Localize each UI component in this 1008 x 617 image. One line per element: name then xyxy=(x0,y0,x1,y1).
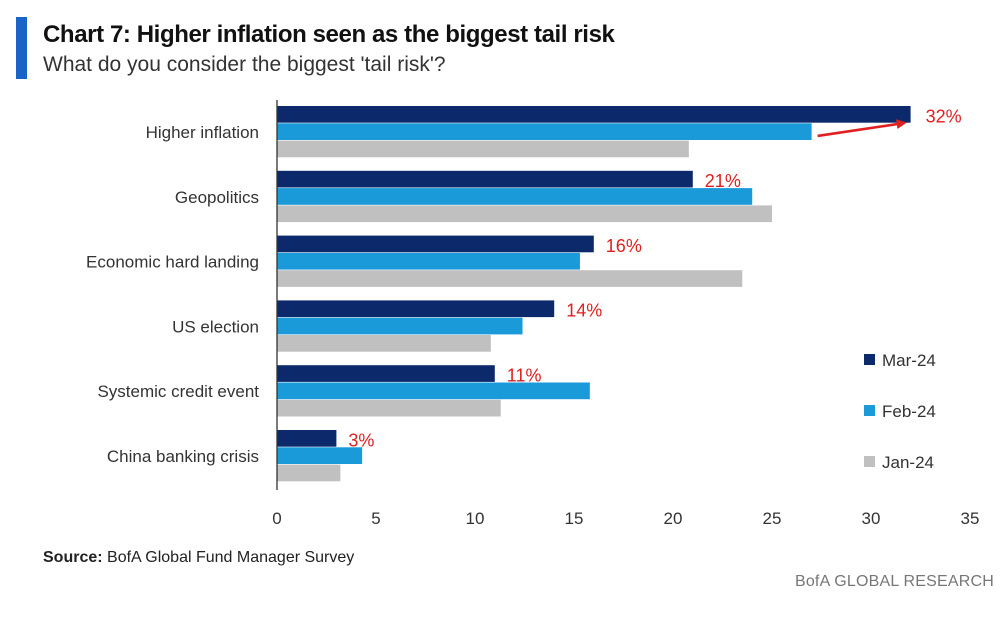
bar-mar-24-4 xyxy=(277,365,495,382)
legend-label-jan-24: Jan-24 xyxy=(882,453,934,472)
x-tick-label: 15 xyxy=(565,509,584,528)
x-tick-label: 35 xyxy=(961,509,980,528)
bar-mar-24-2 xyxy=(277,235,594,253)
legend-label-feb-24: Feb-24 xyxy=(882,402,936,421)
legend-swatch-feb-24 xyxy=(864,405,875,416)
x-tick-label: 10 xyxy=(466,509,485,528)
bar-jan-24-5 xyxy=(277,464,341,482)
data-label: 11% xyxy=(507,366,542,386)
bar-feb-24-5 xyxy=(277,447,363,464)
source-note: Source: BofA Global Fund Manager Survey xyxy=(43,549,354,567)
bar-jan-24-4 xyxy=(277,399,501,417)
bar-feb-24-2 xyxy=(277,252,580,270)
legend-swatch-jan-24 xyxy=(864,456,875,467)
data-label: 21% xyxy=(705,171,741,191)
x-tick-label: 30 xyxy=(862,509,881,528)
legend-label-mar-24: Mar-24 xyxy=(882,351,936,370)
bar-jan-24-1 xyxy=(277,205,772,223)
source-text: BofA Global Fund Manager Survey xyxy=(107,549,355,566)
x-tick-label: 5 xyxy=(371,509,380,528)
bar-mar-24-5 xyxy=(277,430,337,447)
category-label: Economic hard landing xyxy=(86,253,259,272)
bar-feb-24-1 xyxy=(277,188,753,205)
category-label: Geopolitics xyxy=(175,188,259,207)
bar-jan-24-2 xyxy=(277,270,743,287)
data-label: 32% xyxy=(926,106,962,126)
bar-feb-24-0 xyxy=(277,123,812,140)
brand-label: BofA GLOBAL RESEARCH xyxy=(794,573,994,590)
chart-subtitle: What do you consider the biggest 'tail r… xyxy=(43,53,446,76)
bar-mar-24-3 xyxy=(277,300,555,318)
bar-jan-24-3 xyxy=(277,335,491,352)
category-label: China banking crisis xyxy=(107,447,259,466)
source-label: Source: xyxy=(43,549,103,566)
x-tick-label: 20 xyxy=(664,509,683,528)
bar-mar-24-0 xyxy=(277,106,911,123)
title-accent-bar xyxy=(16,17,27,79)
legend-swatch-mar-24 xyxy=(864,354,875,365)
data-label: 3% xyxy=(348,430,374,450)
category-label: US election xyxy=(172,317,259,336)
bar-mar-24-1 xyxy=(277,170,693,188)
chart-title: Chart 7: Higher inflation seen as the bi… xyxy=(43,21,615,48)
bar-feb-24-4 xyxy=(277,382,590,400)
data-label: 16% xyxy=(606,236,642,256)
data-label: 14% xyxy=(566,301,602,321)
x-tick-label: 25 xyxy=(763,509,782,528)
bar-jan-24-0 xyxy=(277,140,689,158)
category-label: Higher inflation xyxy=(146,123,259,142)
category-label: Systemic credit event xyxy=(97,382,259,401)
annotation-arrow xyxy=(817,119,907,138)
x-tick-label: 0 xyxy=(272,509,281,528)
bar-feb-24-3 xyxy=(277,317,523,335)
